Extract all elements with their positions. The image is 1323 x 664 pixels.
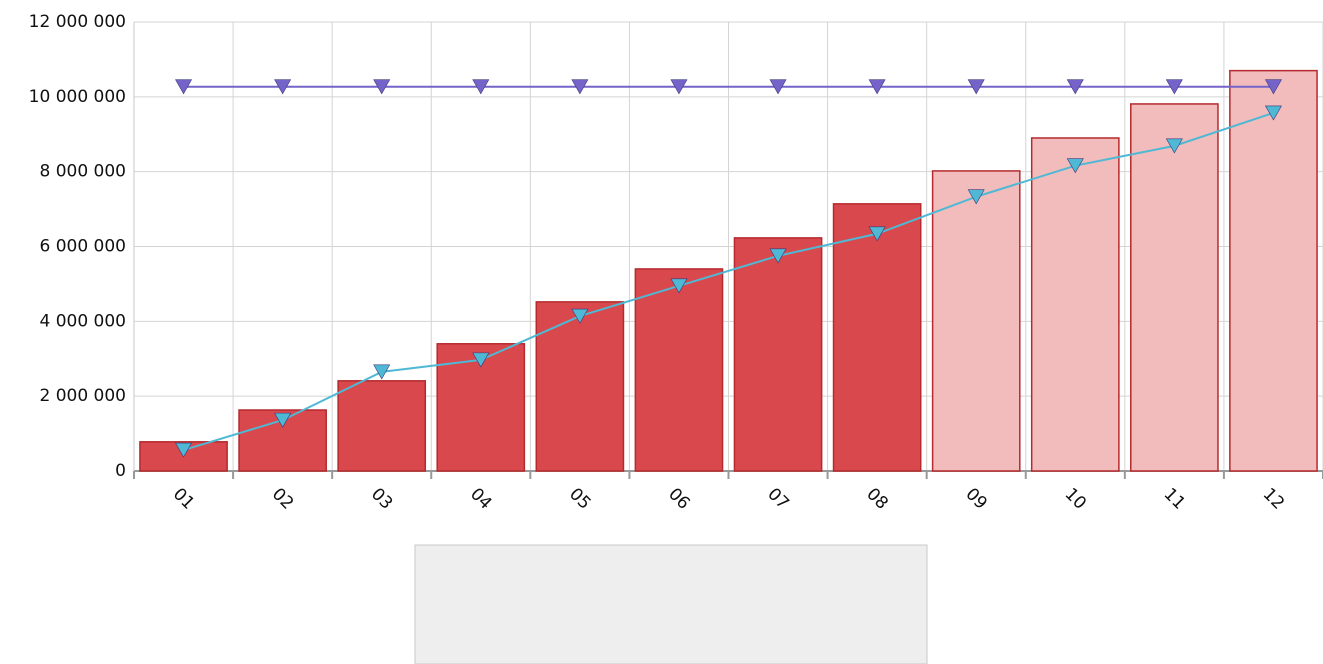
marker [670, 278, 688, 294]
marker [769, 79, 787, 95]
marker [868, 79, 886, 95]
marker [571, 79, 589, 95]
line [183, 111, 1274, 452]
x-tick-label: 07 [763, 484, 792, 513]
marker [1165, 79, 1183, 95]
marker [967, 189, 985, 205]
bar [535, 301, 625, 472]
y-tick-label: 6 000 000 [39, 237, 126, 257]
bar [634, 268, 724, 472]
x-tick-label: 01 [169, 484, 198, 513]
bar [337, 380, 427, 472]
x-tick-label: 04 [466, 484, 495, 513]
marker [472, 352, 490, 368]
marker [571, 308, 589, 324]
y-tick-label: 8 000 000 [39, 162, 126, 182]
marker [868, 226, 886, 242]
bar [931, 170, 1021, 472]
y-tick-label: 4 000 000 [39, 311, 126, 331]
bar [238, 409, 327, 472]
bar [832, 203, 922, 472]
bar [1229, 69, 1318, 472]
bar [1130, 103, 1219, 472]
x-tick-label: 02 [268, 484, 297, 513]
y-tick-label: 0 [115, 461, 126, 481]
marker [1066, 79, 1084, 95]
marker [670, 79, 688, 95]
x-tick-label: 05 [565, 484, 594, 513]
y-tick-label: 12 000 000 [29, 12, 126, 32]
marker [472, 79, 490, 95]
marker [274, 412, 292, 428]
bar [733, 237, 823, 472]
x-tick-label: 09 [961, 484, 990, 513]
x-tick-label: 03 [367, 484, 396, 513]
marker [373, 79, 391, 95]
x-tick-label: 11 [1160, 484, 1189, 513]
y-tick-label: 10 000 000 [29, 87, 126, 107]
marker [1165, 138, 1183, 154]
marker [175, 79, 193, 95]
marker [274, 79, 292, 95]
marker [1264, 79, 1282, 95]
x-tick-label: 06 [664, 484, 693, 513]
bar [1030, 137, 1120, 472]
marker [1264, 105, 1282, 121]
marker [373, 364, 391, 380]
legend-box [414, 544, 928, 664]
y-tick-label: 2 000 000 [39, 386, 126, 406]
marker [1066, 158, 1084, 174]
marker [967, 79, 985, 95]
marker [769, 248, 787, 264]
marker [175, 442, 193, 458]
x-tick-label: 08 [862, 484, 891, 513]
x-tick-label: 10 [1061, 484, 1090, 513]
x-tick-label: 12 [1259, 484, 1288, 513]
